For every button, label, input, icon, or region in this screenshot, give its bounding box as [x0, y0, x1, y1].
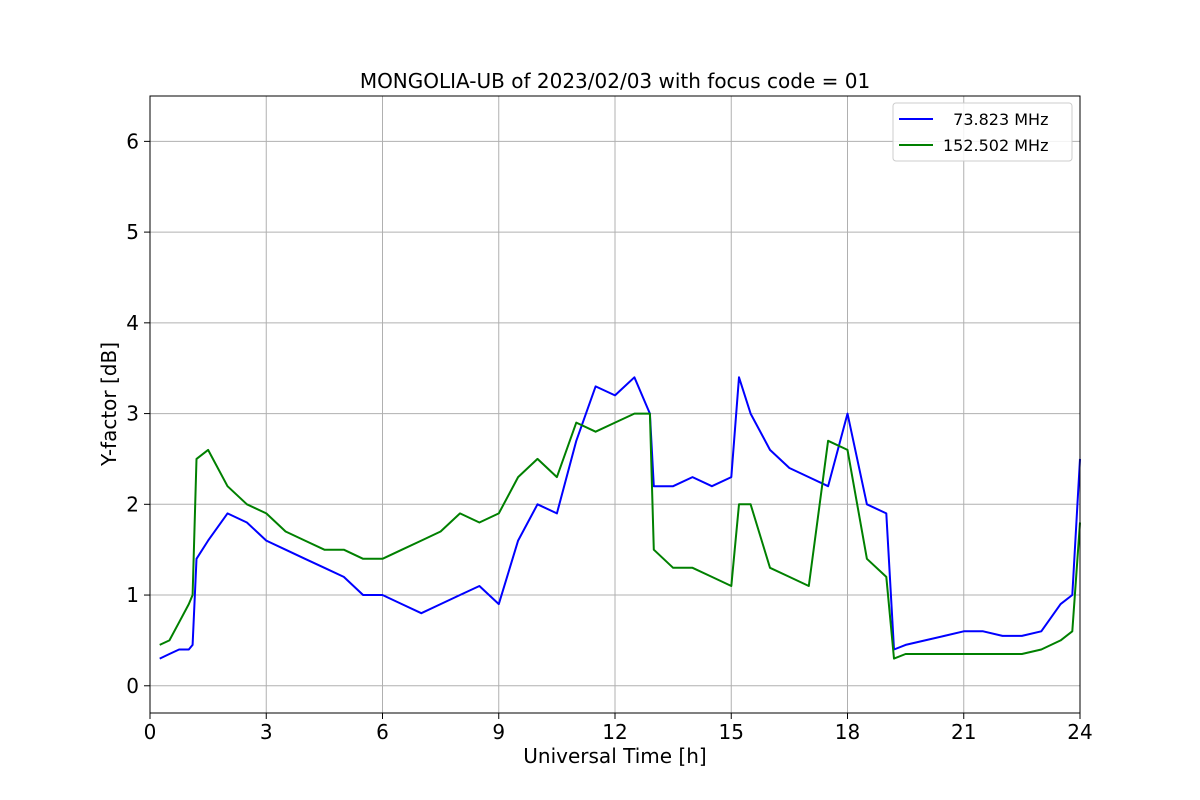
- x-tick-label: 6: [376, 720, 389, 744]
- y-tick-label: 6: [126, 129, 139, 153]
- y-axis: 0 1 2 3 4 5 6: [126, 129, 150, 698]
- y-tick-label: 2: [126, 492, 139, 516]
- x-tick-label: 21: [951, 720, 976, 744]
- series-line-0: [159, 376, 1081, 660]
- x-tick-label: 15: [719, 720, 744, 744]
- x-axis-label: Universal Time [h]: [523, 744, 706, 768]
- chart-title: MONGOLIA-UB of 2023/02/03 with focus cod…: [360, 69, 870, 93]
- x-tick-label: 3: [260, 720, 273, 744]
- x-tick-label: 9: [492, 720, 505, 744]
- x-tick-label: 12: [602, 720, 627, 744]
- legend: 73.823 MHz 152.502 MHz: [892, 102, 1073, 162]
- legend-label-73mhz: 73.823 MHz: [943, 110, 1048, 129]
- y-tick-label: 3: [126, 402, 139, 426]
- y-tick-label: 0: [126, 674, 139, 698]
- x-tick-label: 18: [835, 720, 860, 744]
- y-tick-label: 1: [126, 583, 139, 607]
- series-layer: [159, 376, 1081, 660]
- series-line-1: [159, 412, 1081, 660]
- legend-label-152mhz: 152.502 MHz: [943, 136, 1048, 155]
- y-axis-label: Y-factor [dB]: [97, 342, 121, 467]
- grid-lines: [149, 96, 1081, 713]
- y-tick-label: 4: [126, 311, 139, 335]
- y-tick-label: 5: [126, 220, 139, 244]
- legend-box: [892, 102, 1073, 162]
- x-tick-label: 24: [1067, 720, 1092, 744]
- x-tick-label: 0: [144, 720, 157, 744]
- x-axis: 0 3 6 9 12 15 18 21 24: [144, 713, 1093, 744]
